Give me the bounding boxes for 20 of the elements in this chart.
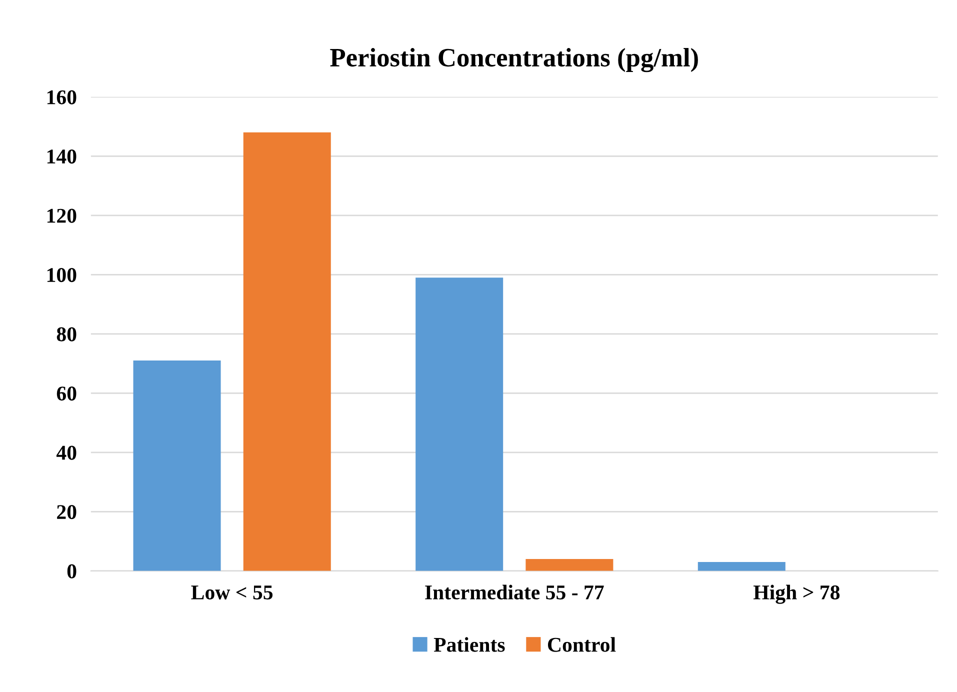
bar [243,132,331,571]
bar [698,562,786,571]
y-tick-label: 140 [47,150,76,164]
legend-label: Patients [434,637,505,652]
y-tick-label: 20 [57,505,76,520]
y-tick-label: 120 [47,208,76,223]
bar [416,278,504,571]
y-tick-label: 100 [47,268,76,282]
y-tick-label: 160 [47,90,76,104]
x-tick-label: Low < 55 [191,586,273,600]
bar [133,360,221,571]
y-tick-label: 80 [56,327,76,342]
bar [526,559,614,571]
legend-label: Control [548,637,616,652]
y-tick-label: 0 [67,564,76,578]
y-tick-label: 40 [56,446,76,460]
x-tick-label: High > 78 [754,584,840,604]
y-tick-label: 60 [56,386,76,401]
x-tick-label: Intermediate 55 - 77 [425,584,604,600]
chart-title: Periostin Concentrations (pg/ml) [330,48,698,72]
